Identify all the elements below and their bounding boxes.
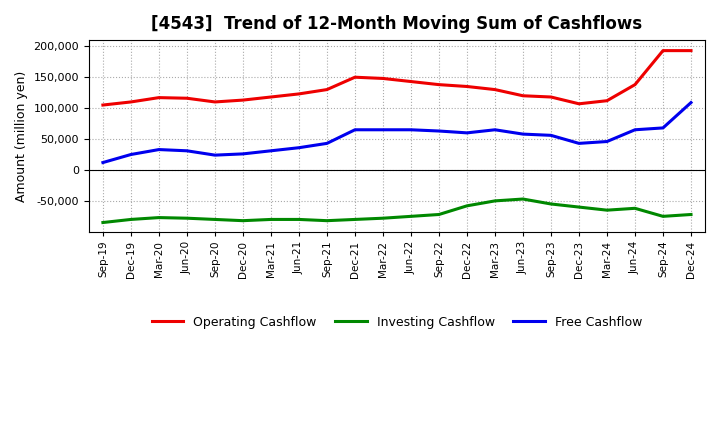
Investing Cashflow [379, 216, 387, 221]
Free Cashflow [435, 128, 444, 134]
Operating Cashflow [379, 76, 387, 81]
Free Cashflow [518, 132, 527, 137]
Free Cashflow [379, 127, 387, 132]
Investing Cashflow [463, 203, 472, 209]
Line: Free Cashflow: Free Cashflow [103, 103, 691, 162]
Free Cashflow [155, 147, 163, 152]
Free Cashflow [631, 127, 639, 132]
Operating Cashflow [603, 98, 611, 103]
Free Cashflow [294, 145, 303, 150]
Free Cashflow [407, 127, 415, 132]
Free Cashflow [238, 151, 247, 157]
Operating Cashflow [407, 79, 415, 84]
Operating Cashflow [435, 82, 444, 87]
Operating Cashflow [546, 94, 555, 99]
Investing Cashflow [518, 196, 527, 202]
Free Cashflow [351, 127, 359, 132]
Y-axis label: Amount (million yen): Amount (million yen) [15, 70, 28, 202]
Investing Cashflow [575, 205, 583, 210]
Investing Cashflow [294, 217, 303, 222]
Operating Cashflow [211, 99, 220, 105]
Operating Cashflow [518, 93, 527, 99]
Investing Cashflow [687, 212, 696, 217]
Operating Cashflow [659, 48, 667, 53]
Investing Cashflow [435, 212, 444, 217]
Operating Cashflow [294, 91, 303, 96]
Operating Cashflow [323, 87, 331, 92]
Investing Cashflow [490, 198, 499, 204]
Investing Cashflow [183, 216, 192, 221]
Free Cashflow [575, 141, 583, 146]
Operating Cashflow [155, 95, 163, 100]
Free Cashflow [323, 141, 331, 146]
Operating Cashflow [463, 84, 472, 89]
Line: Operating Cashflow: Operating Cashflow [103, 51, 691, 105]
Operating Cashflow [183, 95, 192, 101]
Free Cashflow [546, 133, 555, 138]
Investing Cashflow [238, 218, 247, 224]
Free Cashflow [603, 139, 611, 144]
Operating Cashflow [266, 94, 275, 99]
Investing Cashflow [407, 214, 415, 219]
Investing Cashflow [155, 215, 163, 220]
Operating Cashflow [99, 103, 107, 108]
Free Cashflow [183, 148, 192, 154]
Free Cashflow [463, 130, 472, 136]
Free Cashflow [266, 148, 275, 154]
Operating Cashflow [687, 48, 696, 53]
Investing Cashflow [659, 214, 667, 219]
Free Cashflow [490, 127, 499, 132]
Investing Cashflow [603, 208, 611, 213]
Investing Cashflow [546, 202, 555, 207]
Operating Cashflow [127, 99, 135, 105]
Operating Cashflow [238, 97, 247, 103]
Operating Cashflow [631, 82, 639, 87]
Investing Cashflow [323, 218, 331, 224]
Investing Cashflow [351, 217, 359, 222]
Investing Cashflow [211, 217, 220, 222]
Operating Cashflow [575, 101, 583, 106]
Line: Investing Cashflow: Investing Cashflow [103, 199, 691, 223]
Legend: Operating Cashflow, Investing Cashflow, Free Cashflow: Operating Cashflow, Investing Cashflow, … [147, 311, 647, 334]
Free Cashflow [659, 125, 667, 131]
Free Cashflow [99, 160, 107, 165]
Free Cashflow [127, 152, 135, 157]
Free Cashflow [211, 153, 220, 158]
Investing Cashflow [127, 217, 135, 222]
Title: [4543]  Trend of 12-Month Moving Sum of Cashflows: [4543] Trend of 12-Month Moving Sum of C… [151, 15, 642, 33]
Investing Cashflow [99, 220, 107, 225]
Operating Cashflow [351, 74, 359, 80]
Investing Cashflow [631, 205, 639, 211]
Investing Cashflow [266, 217, 275, 222]
Free Cashflow [687, 100, 696, 105]
Operating Cashflow [490, 87, 499, 92]
